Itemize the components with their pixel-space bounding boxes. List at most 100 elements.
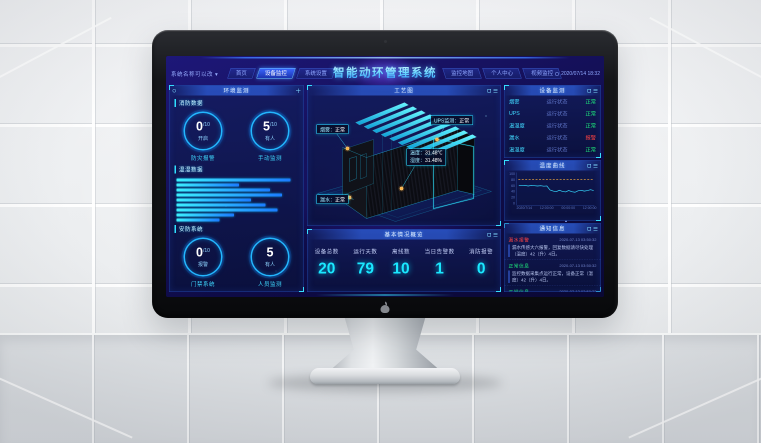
circle-icon[interactable] (172, 88, 176, 93)
table-row[interactable]: 温湿度 运行状态 正常 (509, 122, 596, 129)
menu-icon[interactable] (493, 88, 498, 93)
table-row[interactable]: 烟雾 运行状态 正常 (509, 98, 596, 105)
apple-logo-icon (380, 301, 390, 313)
stat-run-days: 运行天数 79 (353, 249, 378, 277)
table-row[interactable]: 漏水 运行状态 报警 (509, 134, 596, 141)
process-diagram-panel: 工艺图 (307, 85, 501, 226)
fullscreen-icon[interactable] (587, 226, 591, 231)
stats-row: 设备总数 20 运行天数 79 离线数 10 当日告警数 1 消防报警 0 (308, 248, 501, 277)
env-section-title: 温湿数据 (174, 165, 299, 174)
gauge-fire-alarm: 0/10 开启 防灾报警 (183, 111, 223, 163)
env-bar (176, 208, 278, 212)
tab-video-monitor-label: 视频监控 (531, 70, 554, 77)
table-row[interactable]: 温湿度 运行状态 正常 (509, 146, 596, 153)
security-section-title: 安防系统 (174, 225, 299, 233)
header-bar: 系统名称可以改 ▾ 首页 设备监控 系统设置 智能动环管理系统 监控地图 个人中… (166, 59, 604, 84)
fire-gauges: 0/10 开启 防灾报警 5/10 有人 手动监测 (170, 111, 304, 163)
menu-icon[interactable] (493, 232, 498, 237)
overview-panel-title: 基本情况概览 (384, 232, 424, 238)
tab-device-monitor[interactable]: 设备监控 (256, 68, 296, 79)
tab-home-label: 首页 (235, 70, 247, 77)
security-gauges: 0/10 报警 门禁系统 5 有人 人员监测 (170, 237, 304, 289)
notification-panel-header: 通知信息 (504, 223, 601, 234)
trend-chart-panel: 温度曲线 100 80 60 40 20 0 2020/7/14 (504, 160, 601, 221)
container-3d-illustration (316, 102, 493, 222)
datetime-display: 2020/07/14 18:32 (555, 71, 600, 77)
menu-icon[interactable] (593, 163, 598, 168)
env-bar (176, 198, 251, 202)
clock-icon (555, 71, 560, 76)
stat-fire-alarms: 消防报警 0 (469, 249, 494, 277)
plus-icon[interactable] (296, 88, 301, 93)
fire-section-title: 消防数据 (174, 99, 299, 107)
environment-panel-title: 环境监测 (223, 88, 250, 94)
list-item[interactable]: 漏水报警 2020-07-13 03:50:32 漏水传感大六报警，回复数据请尽快… (504, 234, 601, 260)
overview-panel-header: 基本情况概览 (307, 229, 501, 240)
fullscreen-icon[interactable] (587, 88, 591, 93)
env-bar (176, 203, 266, 207)
env-bar (176, 178, 291, 182)
y-axis-ticks: 100 80 60 40 20 0 (509, 172, 515, 206)
stat-total-devices: 设备总数 20 (314, 249, 339, 277)
process-panel-title: 工艺图 (394, 88, 414, 94)
dashboard: 系统名称可以改 ▾ 首页 设备监控 系统设置 智能动环管理系统 监控地图 个人中… (166, 56, 604, 297)
callout-smoke: 烟雾：正常 (316, 124, 349, 134)
tab-personal-center[interactable]: 个人中心 (482, 68, 522, 79)
device-panel-header: 设备监测 (504, 85, 601, 96)
overview-stats-panel: 基本情况概览 设备总数 20 运行天数 79 离线数 10 当日告警数 1 消防报警 0 (307, 229, 501, 292)
env-bar (176, 193, 283, 197)
callout-leak: 漏水：正常 (316, 194, 349, 204)
callout-ups: UPS监测：正常 (430, 115, 473, 125)
gauge-personnel: 5 有人 人员监测 (250, 237, 290, 289)
tab-monitor-map-label: 监控地图 (451, 70, 474, 77)
datetime-text: 2020/07/14 18:32 (561, 71, 600, 77)
monitor-bezel: 系统名称可以改 ▾ 首页 设备监控 系统设置 智能动环管理系统 监控地图 个人中… (152, 30, 618, 318)
environment-panel-header: 环境监测 (169, 85, 304, 96)
monitor-stand-base (310, 368, 460, 384)
trend-chart: 100 80 60 40 20 0 2020/7/14 12:00:00 00:00:00… (509, 172, 597, 211)
callout-temp-humidity: 温度：31.48℃ 湿度：31.48% (406, 148, 447, 166)
bottom-frame-line (316, 294, 454, 296)
tab-monitor-map[interactable]: 监控地图 (442, 68, 482, 79)
notification-panel: 通知信息 漏水报警 2020-07-13 03:50:32 漏水传感大六报警，回复… (504, 223, 601, 292)
gauge-access-control: 0/10 报警 门禁系统 (183, 237, 223, 289)
webcam-icon (384, 40, 387, 43)
tab-personal-center-label: 个人中心 (491, 70, 514, 77)
env-bar (176, 188, 271, 192)
stat-today-alarms: 当日告警数 1 (424, 249, 455, 277)
env-bar (176, 183, 239, 187)
env-bar (176, 218, 220, 222)
fullscreen-icon[interactable] (587, 163, 591, 168)
top-frame-line (201, 57, 569, 59)
monitor-screen: 系统名称可以改 ▾ 首页 设备监控 系统设置 智能动环管理系统 监控地图 个人中… (166, 56, 604, 297)
stat-offline-count: 离线数 10 (391, 249, 410, 277)
nav-tabs-right: 监控地图 个人中心 视频监控 (442, 68, 562, 79)
marker-ups (434, 136, 440, 143)
notification-panel-title: 通知信息 (539, 226, 566, 232)
table-row[interactable]: UPS 运行状态 正常 (509, 110, 596, 117)
fullscreen-icon[interactable] (487, 88, 491, 93)
trend-panel-title: 温度曲线 (539, 163, 566, 169)
process-panel-header: 工艺图 (307, 85, 501, 96)
menu-icon[interactable] (593, 226, 598, 231)
environment-panel: 环境监测 消防数据 0/10 开启 防灾报警 5/10 有人 (169, 85, 304, 292)
list-item[interactable]: 正常信息 2020-07-13 03:50:32 监控数据采集点运行正常，设备正常… (504, 260, 601, 286)
trend-panel-header: 温度曲线 (504, 160, 601, 171)
gauge-manual-monitor: 5/10 有人 手动监测 (250, 111, 290, 163)
device-panel-title: 设备监测 (539, 88, 566, 94)
system-name-dropdown[interactable]: 系统名称可以改 ▾ (171, 71, 219, 78)
x-axis-labels: 2020/7/14 12:00:00 00:00:00 12:00:00 (516, 206, 597, 211)
fullscreen-icon[interactable] (487, 232, 491, 237)
env-bar (176, 213, 235, 217)
page-title: 智能动环管理系统 (310, 63, 460, 80)
tab-device-monitor-label: 设备监控 (264, 70, 287, 77)
marker-temp (398, 185, 405, 192)
tab-home[interactable]: 首页 (227, 68, 256, 79)
container-3d-scene: 烟雾：正常 UPS监测：正常 温度：31.48℃ 湿度：31.48% 漏水：正常 (308, 96, 502, 226)
marker-smoke (344, 145, 351, 152)
menu-icon[interactable] (593, 88, 598, 93)
device-status-panel: 设备监测 烟雾 运行状态 正常 UPS 运行状态 正常 温湿度 运行状态 正常 漏水 运行状态… (504, 85, 601, 158)
env-bar-chart (176, 178, 297, 222)
